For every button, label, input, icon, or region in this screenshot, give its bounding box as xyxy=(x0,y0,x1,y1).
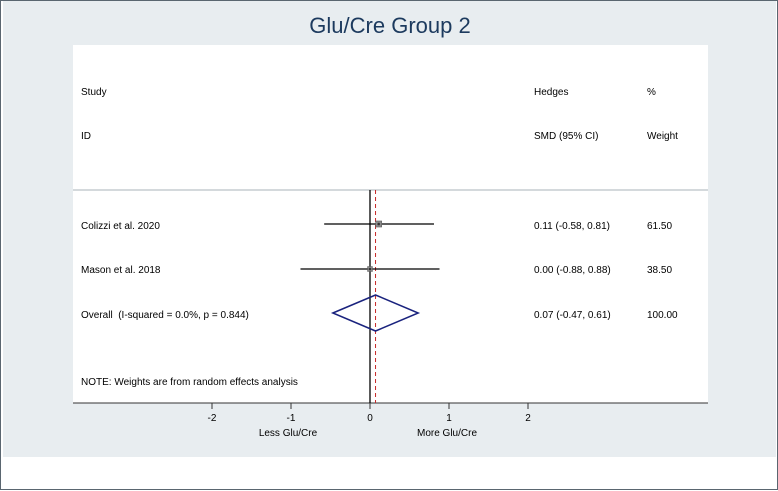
note-text: NOTE: Weights are from random effects an… xyxy=(81,377,298,388)
study-header-top: Study xyxy=(81,87,107,98)
study-point-dot xyxy=(377,222,380,226)
study-label: Colizzi et al. 2020 xyxy=(81,221,160,232)
overall-diamond xyxy=(330,294,421,332)
study-weight: 38.50 xyxy=(647,265,672,276)
weight-header-top: % xyxy=(647,87,656,98)
x-tick-label: 1 xyxy=(446,413,452,424)
study-weight: 61.50 xyxy=(647,221,672,232)
study-ci-text: 0.00 (-0.88, 0.88) xyxy=(534,265,611,276)
xlabel-left: Less Glu/Cre xyxy=(259,428,318,439)
x-tick-label: -2 xyxy=(208,413,217,424)
x-tick-label: 2 xyxy=(525,413,531,424)
study-label: Mason et al. 2018 xyxy=(81,265,161,276)
overall-weight: 100.00 xyxy=(647,310,678,321)
x-tick-label: -1 xyxy=(287,413,296,424)
x-tick-label: 0 xyxy=(367,413,373,424)
overall-ci-text: 0.07 (-0.47, 0.61) xyxy=(534,310,611,321)
study-point-dot xyxy=(368,267,372,271)
chart-marks: -2 -1 0 1 2 xyxy=(208,190,531,424)
study-ci-text: 0.11 (-0.58, 0.81) xyxy=(534,221,610,232)
xlabel-right: More Glu/Cre xyxy=(417,428,477,439)
overall-label: Overall (I-squared = 0.0%, p = 0.844) xyxy=(81,310,249,321)
chart-title: Glu/Cre Group 2 xyxy=(309,13,471,38)
study-header-bottom: ID xyxy=(81,131,91,142)
effect-header-bottom: SMD (95% CI) xyxy=(534,131,598,142)
weight-header-bottom: Weight xyxy=(647,131,678,142)
effect-header-top: Hedges xyxy=(534,87,568,98)
